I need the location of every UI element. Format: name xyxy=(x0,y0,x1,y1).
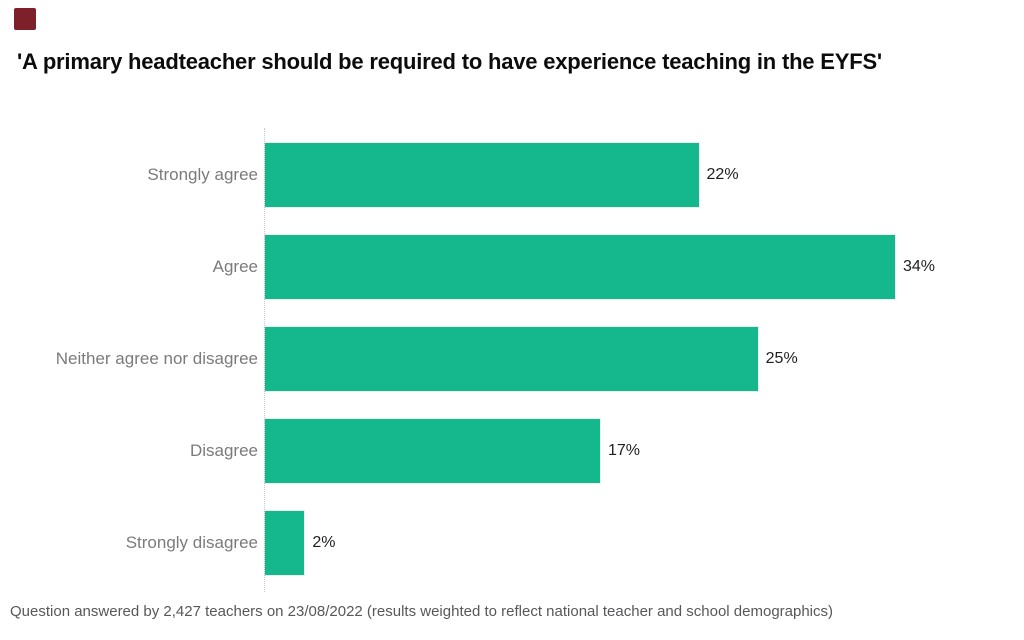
category-label: Neither agree nor disagree xyxy=(55,349,258,368)
bar-track: 2% xyxy=(265,511,935,575)
bar-rows: Strongly agree 22% Agree 34% Neither agr… xyxy=(0,129,1024,589)
value-label: 17% xyxy=(608,442,641,459)
bar xyxy=(265,235,895,299)
bar xyxy=(265,327,758,391)
bar xyxy=(265,511,305,575)
value-label: 22% xyxy=(706,166,739,183)
zero-axis-line xyxy=(264,128,265,592)
brand-logo xyxy=(14,8,36,30)
bar xyxy=(265,143,699,207)
value-label: 2% xyxy=(312,534,336,551)
bar-track: 22% xyxy=(265,143,935,207)
bar-row: Neither agree nor disagree 25% xyxy=(0,313,1024,405)
chart-title: 'A primary headteacher should be require… xyxy=(17,49,882,74)
bar-chart: Strongly agree 22% Agree 34% Neither agr… xyxy=(0,128,1024,592)
bar-row: Strongly disagree 2% xyxy=(0,497,1024,589)
bar-row: Strongly agree 22% xyxy=(0,129,1024,221)
category-label: Agree xyxy=(212,257,258,276)
bar-row: Agree 34% xyxy=(0,221,1024,313)
category-label: Disagree xyxy=(189,441,258,460)
bar-track: 34% xyxy=(265,235,935,299)
footer-note: Question answered by 2,427 teachers on 2… xyxy=(10,603,834,620)
bar xyxy=(265,419,600,483)
category-label: Strongly agree xyxy=(147,165,258,184)
category-label: Strongly disagree xyxy=(125,533,258,552)
bar-row: Disagree 17% xyxy=(0,405,1024,497)
value-label: 34% xyxy=(902,258,935,275)
bar-track: 17% xyxy=(265,419,935,483)
value-label: 25% xyxy=(765,350,798,367)
bar-track: 25% xyxy=(265,327,935,391)
